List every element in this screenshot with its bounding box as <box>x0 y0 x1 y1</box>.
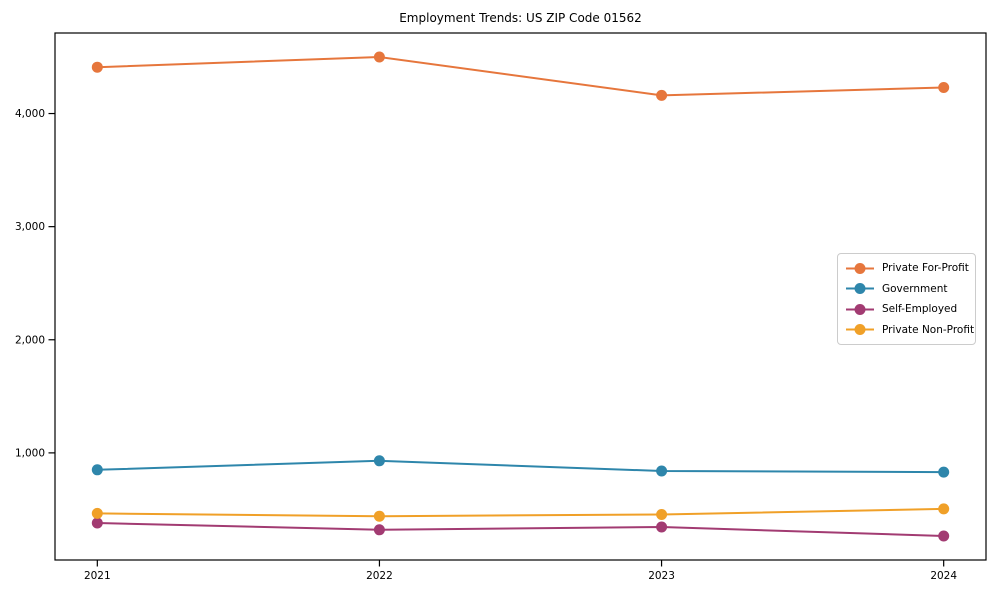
series-marker-government <box>91 464 103 476</box>
legend-item-label: Private For-Profit <box>882 262 969 275</box>
x-tick-label: 2024 <box>930 570 957 582</box>
legend-item-government: Government <box>845 279 971 300</box>
series-line-private-non-profit <box>96 507 945 518</box>
series-line-private-for-profit <box>96 56 945 97</box>
series-marker-private-non-profit <box>91 507 103 519</box>
legend-line-marker-icon <box>846 283 874 295</box>
series-marker-private-non-profit <box>938 503 950 515</box>
y-tick-label: 4,000 <box>15 108 45 120</box>
legend-item-private-non-profit: Private Non-Profit <box>845 320 975 341</box>
legend-item-self-employed: Self-Employed <box>845 299 971 320</box>
series-marker-private-for-profit <box>373 51 385 63</box>
series-marker-government <box>656 465 668 477</box>
series-marker-self-employed <box>656 521 668 533</box>
chart-legend: Private For-Profit Government Self-Employe… <box>837 253 976 345</box>
legend-item-private-for-profit: Private For-Profit <box>845 258 971 279</box>
series-marker-private-for-profit <box>656 89 668 101</box>
plot-border <box>54 32 987 561</box>
x-tick-label: 2021 <box>84 570 111 582</box>
series-marker-self-employed <box>91 517 103 529</box>
series-line-self-employed <box>96 522 945 537</box>
series-marker-private-for-profit <box>938 82 950 93</box>
legend-item-label: Government <box>882 282 948 295</box>
y-tick-label: 2,000 <box>15 334 45 346</box>
x-tick-label: 2023 <box>648 570 675 582</box>
y-tick-label: 3,000 <box>15 221 45 233</box>
series-marker-government <box>938 466 950 478</box>
legend-item-label: Private Non-Profit <box>882 323 975 336</box>
legend-line-marker-icon <box>846 324 874 336</box>
legend-line-marker-icon <box>846 303 874 315</box>
y-tick-label: 1,000 <box>15 447 45 459</box>
x-tick-label: 2022 <box>366 570 393 582</box>
series-marker-private-non-profit <box>373 510 385 522</box>
legend-item-label: Self-Employed <box>882 303 958 316</box>
legend-line-marker-icon <box>846 262 874 274</box>
series-marker-private-for-profit <box>91 61 103 73</box>
series-marker-self-employed <box>938 530 950 542</box>
series-marker-private-non-profit <box>656 509 668 520</box>
series-line-government <box>96 459 945 474</box>
series-marker-government <box>373 455 385 467</box>
series-marker-self-employed <box>373 524 385 536</box>
chart-title: Employment Trends: US ZIP Code 01562 <box>399 11 642 25</box>
